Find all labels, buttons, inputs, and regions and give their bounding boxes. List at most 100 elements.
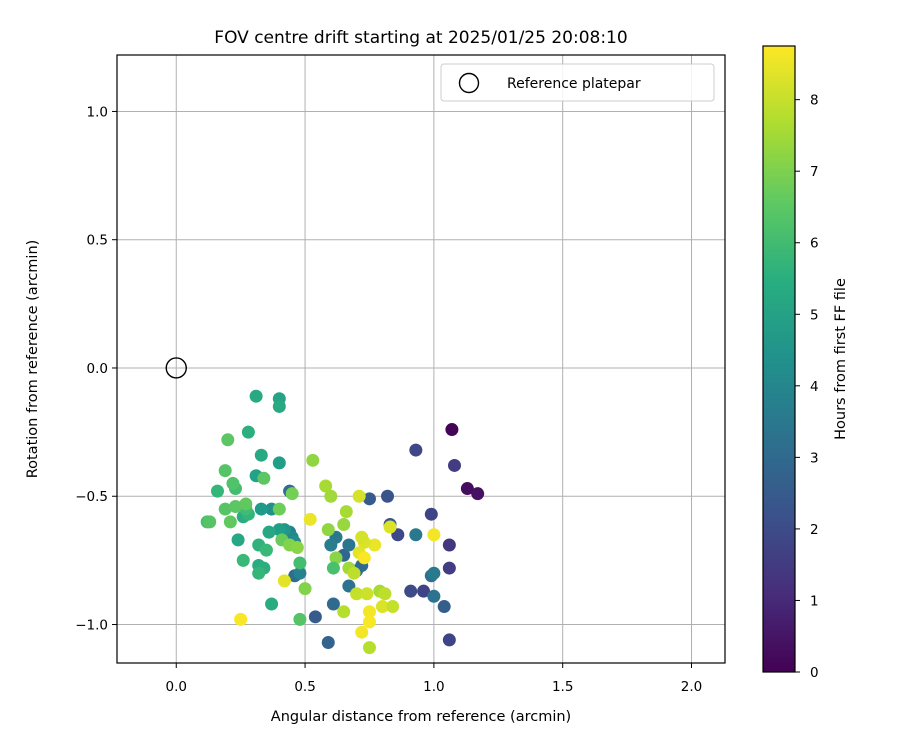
reference-marker-layer bbox=[165, 357, 187, 379]
data-point bbox=[293, 566, 307, 580]
data-point bbox=[239, 497, 253, 511]
y-tick-label: 1.0 bbox=[87, 104, 108, 120]
data-point bbox=[424, 507, 438, 521]
data-point bbox=[445, 423, 459, 437]
data-point bbox=[298, 582, 312, 596]
data-point bbox=[329, 551, 343, 565]
colorbar-label: Hours from first FF file bbox=[833, 278, 849, 440]
data-point bbox=[257, 471, 271, 485]
data-point bbox=[321, 635, 335, 649]
data-point bbox=[427, 566, 441, 580]
data-point bbox=[223, 515, 237, 529]
colorbar-tick-label: 2 bbox=[810, 522, 819, 538]
y-tick-label: −1.0 bbox=[75, 618, 108, 634]
colorbar: 0 1 2 3 4 5 6 7 8 Hours from first FF file bbox=[762, 45, 849, 681]
data-point bbox=[277, 574, 291, 588]
data-point bbox=[218, 502, 232, 516]
data-point bbox=[262, 525, 276, 539]
data-point bbox=[375, 600, 389, 614]
data-point bbox=[368, 538, 382, 552]
data-point bbox=[381, 489, 395, 503]
data-point bbox=[360, 587, 374, 601]
data-point bbox=[259, 543, 273, 557]
x-tick-label: 0.5 bbox=[294, 679, 315, 695]
data-point bbox=[306, 453, 320, 467]
data-point bbox=[347, 566, 361, 580]
data-point bbox=[210, 484, 224, 498]
data-point bbox=[355, 625, 369, 639]
data-point bbox=[226, 476, 240, 490]
data-point bbox=[404, 584, 418, 598]
data-point bbox=[362, 492, 376, 506]
data-point bbox=[272, 456, 286, 470]
data-point bbox=[342, 538, 356, 552]
y-tick-label: −0.5 bbox=[75, 489, 108, 505]
data-point bbox=[442, 633, 456, 647]
colorbar-tick-label: 1 bbox=[810, 593, 819, 609]
data-point bbox=[447, 458, 461, 472]
data-point bbox=[241, 425, 255, 439]
legend: Reference platepar bbox=[440, 63, 715, 102]
data-point bbox=[234, 612, 248, 626]
colorbar-tick-label: 4 bbox=[810, 379, 819, 395]
data-point bbox=[427, 528, 441, 542]
data-point bbox=[249, 389, 263, 403]
colorbar-tick-label: 6 bbox=[810, 236, 819, 252]
x-axis-label: Angular distance from reference (arcmin) bbox=[271, 709, 571, 725]
data-point bbox=[326, 597, 340, 611]
reference-platepar-marker bbox=[165, 357, 187, 379]
data-point bbox=[203, 515, 217, 529]
y-tick-label: 0.5 bbox=[87, 233, 108, 249]
data-point bbox=[218, 464, 232, 478]
data-point bbox=[221, 433, 235, 447]
gridlines bbox=[117, 55, 725, 663]
colorbar-gradient bbox=[762, 45, 796, 673]
data-point bbox=[337, 605, 351, 619]
x-tick-label: 1.0 bbox=[423, 679, 444, 695]
legend-reference-marker bbox=[458, 72, 480, 94]
data-point bbox=[442, 561, 456, 575]
data-point bbox=[386, 600, 400, 614]
data-point bbox=[409, 528, 423, 542]
data-point bbox=[321, 523, 335, 537]
data-point bbox=[272, 523, 286, 537]
data-point bbox=[254, 502, 268, 516]
colorbar-tick-label: 5 bbox=[810, 307, 819, 323]
data-point bbox=[417, 584, 431, 598]
data-point bbox=[427, 589, 441, 603]
legend-entry-reference-platepar: Reference platepar bbox=[507, 76, 641, 92]
data-point bbox=[442, 538, 456, 552]
legend-box bbox=[440, 63, 715, 102]
x-tick-label: 1.5 bbox=[552, 679, 573, 695]
data-point bbox=[324, 489, 338, 503]
y-axis-label: Rotation from reference (arcmin) bbox=[25, 240, 41, 479]
y-axis-ticks: 1.0 0.5 0.0 −0.5 −1.0 bbox=[75, 104, 117, 634]
data-point bbox=[437, 600, 451, 614]
data-point bbox=[383, 520, 397, 534]
data-point bbox=[293, 612, 307, 626]
data-point bbox=[471, 487, 485, 501]
data-point bbox=[326, 561, 340, 575]
data-point bbox=[378, 587, 392, 601]
data-point bbox=[236, 553, 250, 567]
data-point bbox=[272, 399, 286, 413]
data-point bbox=[285, 487, 299, 501]
data-point bbox=[272, 502, 286, 516]
colorbar-tick-label: 8 bbox=[810, 93, 819, 109]
data-point bbox=[231, 533, 245, 547]
data-point bbox=[290, 541, 304, 555]
x-tick-label: 0.0 bbox=[166, 679, 187, 695]
data-point bbox=[265, 597, 279, 611]
colorbar-tick-label: 3 bbox=[810, 450, 819, 466]
x-tick-label: 2.0 bbox=[681, 679, 702, 695]
data-point bbox=[350, 587, 364, 601]
colorbar-ticks: 0 1 2 3 4 5 6 7 8 bbox=[795, 93, 819, 681]
data-point bbox=[319, 479, 333, 493]
data-point bbox=[409, 443, 423, 457]
data-point bbox=[337, 517, 351, 531]
data-point bbox=[357, 551, 371, 565]
colorbar-tick-label: 7 bbox=[810, 164, 819, 180]
data-point bbox=[362, 615, 376, 629]
data-point bbox=[362, 605, 376, 619]
